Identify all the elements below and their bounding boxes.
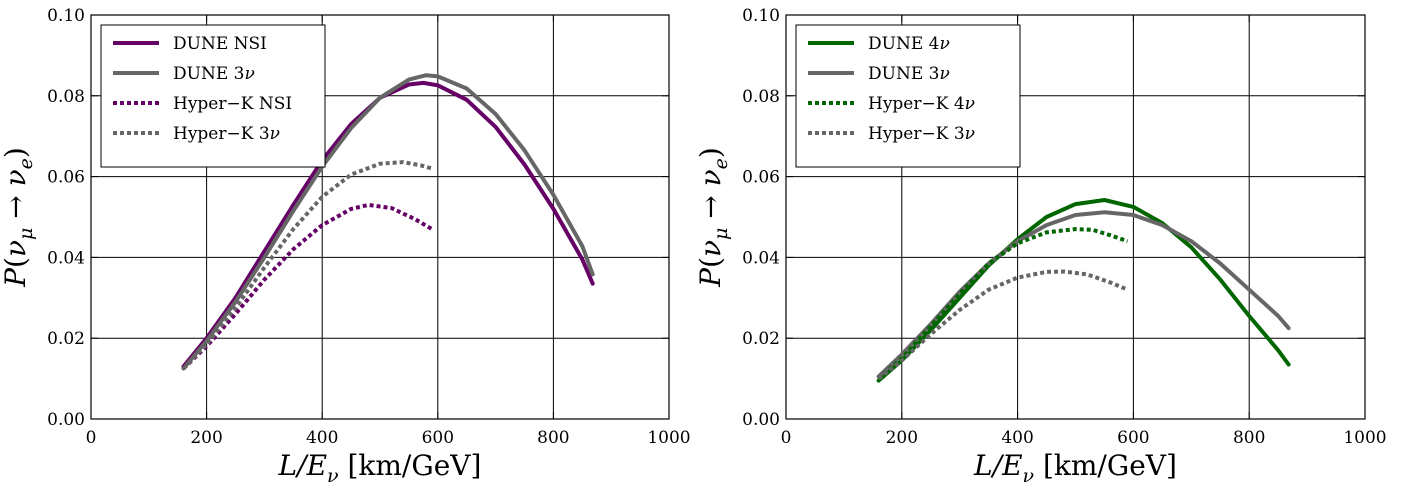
x-tick-label: 400 [1001,428,1033,448]
chart-panel-2: 0 200 400 600 800 1000 0.00 0.02 0.04 0.06 0.08 0.1… [694,6,1387,483]
x-tick-label: 1000 [1343,428,1386,448]
y-axis-label: P(νμ → νe) [0,147,37,288]
y-tick-label: 0.00 [47,410,85,430]
series-line-2 [181,73,595,371]
x-tick-label: 800 [1233,428,1265,448]
series-line-4 [182,160,433,370]
legend-label: DUNE 3ν [173,64,255,84]
x-tick-label: 200 [886,428,918,448]
y-tick-label: 0.08 [742,87,780,107]
series-line-3 [182,202,434,370]
y-tick-label: 0.06 [742,168,780,188]
y-tick-label: 0.10 [742,6,780,26]
x-tick-label: 1000 [647,428,690,448]
y-tick-label: 0.00 [742,410,780,430]
x-tick-label: 0 [781,428,792,448]
x-tick-label: 800 [537,428,569,448]
legend-label: Hyper−K 3ν [868,124,975,144]
legend-label: Hyper−K 3ν [173,124,280,144]
x-tick-label: 200 [190,428,222,448]
legend-label: Hyper−K 4ν [868,94,975,114]
x-tick-label: 600 [422,428,454,448]
legend-label: Hyper−K NSI [173,94,292,114]
x-tick-label: 600 [1117,428,1149,448]
axes-frame [785,14,1366,420]
x-axis-label: L/Eν [km/GeV] [278,449,482,483]
x-axis-label: L/Eν [km/GeV] [973,449,1177,483]
y-tick-label: 0.10 [47,6,85,26]
series-line-1 [876,198,1291,383]
y-axis-label: P(νμ → νe) [694,147,732,288]
axes-frame [90,14,670,420]
series-line-1 [181,80,595,369]
y-tick-label: 0.04 [47,248,85,268]
y-tick-label: 0.02 [742,329,780,349]
legend-box [795,24,1021,168]
x-tick-label: 0 [86,428,97,448]
legend-label: DUNE 4ν [868,34,950,54]
legend-label: DUNE 3ν [868,64,950,84]
legend: DUNE NSI DUNE 3ν Hyper−K NSI Hyper−K 3ν [100,24,326,168]
series-line-3 [877,227,1129,381]
series-line-2 [876,210,1291,379]
legend-box [100,24,326,168]
y-tick-label: 0.04 [742,248,780,268]
y-tick-label: 0.08 [47,87,85,107]
y-tick-label: 0.02 [47,329,85,349]
x-tick-label: 400 [306,428,338,448]
y-tick-label: 0.06 [47,168,85,188]
legend: DUNE 4ν DUNE 3ν Hyper−K 4ν Hyper−K 3ν [795,24,1021,168]
legend-label: DUNE NSI [173,34,267,54]
chart-panel-1: 0 200 400 600 800 1000 0.00 0.02 0.04 0.06 0.08 0.1… [0,6,691,483]
